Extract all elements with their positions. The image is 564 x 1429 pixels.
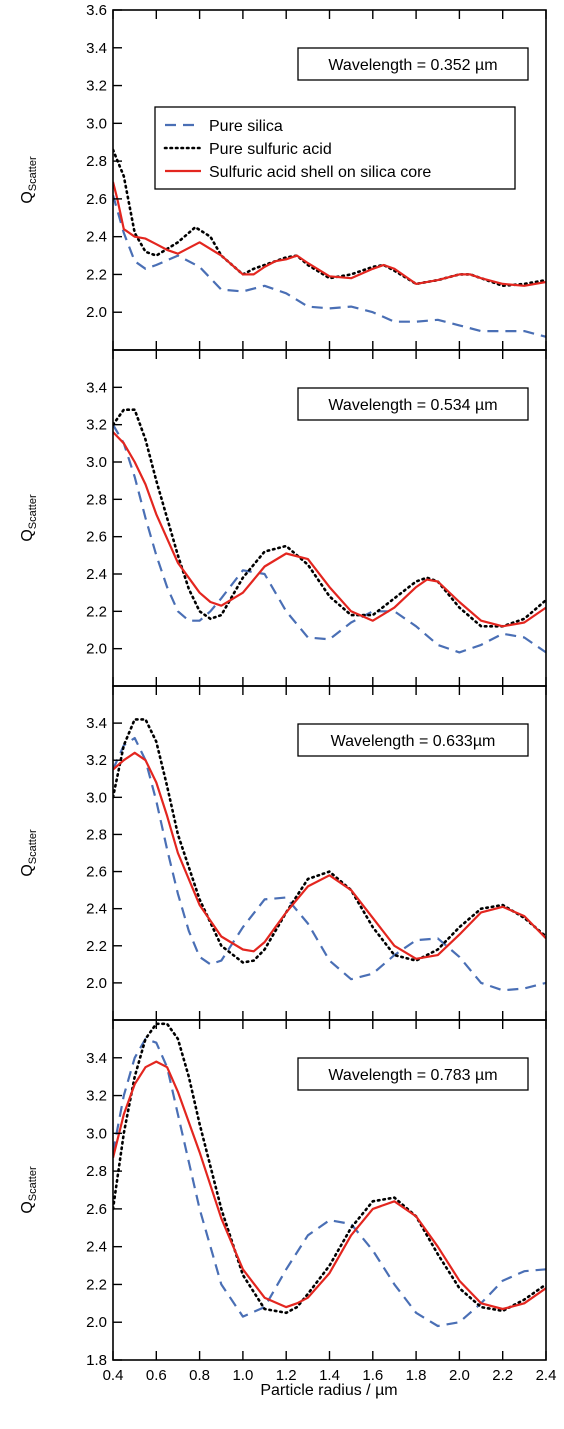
wavelength-box [297, 387, 529, 421]
series-line-3 [113, 751, 546, 960]
y-tick-label: 3.4 [86, 1050, 107, 1067]
series-line-1 [113, 424, 546, 654]
y-axis-title-main: Q [19, 864, 36, 876]
panels: 2.02.22.42.62.83.03.23.43.6QScatterWavel… [19, 2, 547, 1369]
wavelength-box [297, 723, 529, 757]
series-line-1 [113, 194, 546, 338]
y-tick-label: 1.8 [86, 1352, 107, 1369]
x-tick-label: 1.8 [406, 1367, 427, 1384]
y-tick-label: 3.2 [86, 752, 107, 769]
wavelength-label: Wavelength = 0.534 µm [328, 397, 497, 414]
x-tick-label: 0.6 [146, 1367, 167, 1384]
y-tick-label: 2.8 [86, 153, 107, 170]
y-tick-label: 2.2 [86, 603, 107, 620]
y-axis-title-main: Q [19, 529, 36, 541]
x-axis-title: Particle radius / µm [260, 1382, 397, 1399]
y-tick-label: 3.0 [86, 454, 107, 471]
wavelength-label: Wavelength = 0.783 µm [328, 1067, 497, 1084]
y-tick-label: 2.8 [86, 826, 107, 843]
series-line-2 [113, 408, 546, 628]
y-tick-label: 3.4 [86, 40, 107, 57]
y-tick-label: 2.8 [86, 1163, 107, 1180]
wavelength-box [297, 47, 529, 81]
y-tick-label: 2.4 [86, 229, 107, 246]
y-axis-title-sub: Scatter [27, 156, 39, 191]
legend-label-2: Pure sulfuric acid [209, 141, 332, 158]
y-axis-title-main: Q [19, 191, 36, 203]
x-tick-label: 0.4 [103, 1367, 124, 1384]
y-tick-label: 2.6 [86, 864, 107, 881]
y-tick-label: 2.0 [86, 1314, 107, 1331]
y-tick-label: 2.4 [86, 566, 107, 583]
series-line-1 [113, 736, 546, 992]
y-tick-label: 2.0 [86, 975, 107, 992]
x-tick-label: 2.2 [492, 1367, 513, 1384]
legend-label-1: Pure silica [209, 118, 283, 135]
x-tick-label: 1.6 [362, 1367, 383, 1384]
y-tick-label: 2.4 [86, 1239, 107, 1256]
y-tick-label: 2.0 [86, 641, 107, 658]
y-tick-label: 2.2 [86, 266, 107, 283]
y-tick-label: 2.6 [86, 191, 107, 208]
x-axis-tick-labels: 0.4 0.6 0.8 1.0 1.2 1.4 1.6 1.8 2.0 2.2 2.4 [103, 1367, 557, 1384]
y-axis-title-sub: Scatter [27, 494, 39, 529]
series-group [113, 1022, 546, 1328]
x-tick-label: 1.4 [319, 1367, 340, 1384]
panel-1: 2.0 2.2 2.4 2.6 2.8 3.0 3.2 3.4 3.6 QScatter Wavel… [19, 2, 547, 351]
y-axis-title-sub: Scatter [27, 829, 39, 864]
y-axis-title: QScatter [19, 829, 39, 877]
y-axis-title-main: Q [19, 1201, 36, 1213]
wavelength-box [297, 1057, 529, 1091]
x-tick-label: 2.0 [449, 1367, 470, 1384]
panel-3: 2.0 2.2 2.4 2.6 2.8 3.0 3.2 3.4 QScatter Waveleng… [19, 685, 547, 1021]
series-group [113, 718, 546, 992]
y-tick-label: 2.6 [86, 529, 107, 546]
y-tick-label: 2.0 [86, 304, 107, 321]
panel-4: 1.8 2.0 2.2 2.4 2.6 2.8 3.0 3.2 3.4 QScatter Wavel… [19, 1019, 547, 1369]
y-axis-title-sub: Scatter [27, 1166, 39, 1201]
x-tick-label: 1.0 [232, 1367, 253, 1384]
y-tick-label: 2.2 [86, 938, 107, 955]
series-group [113, 148, 546, 338]
series-line-2 [113, 1022, 546, 1315]
legend-box [154, 106, 516, 190]
y-axis-title: QScatter [19, 1166, 39, 1214]
series-group [113, 408, 546, 654]
y-tick-label: 3.0 [86, 789, 107, 806]
wavelength-label: Wavelength = 0.352 µm [328, 57, 497, 74]
series-line-1 [113, 1037, 546, 1328]
y-axis-title: QScatter [19, 156, 39, 204]
wavelength-label: Wavelength = 0.633µm [331, 733, 496, 750]
series-line-3 [113, 181, 546, 287]
y-tick-label: 3.2 [86, 1088, 107, 1105]
y-tick-label: 2.8 [86, 491, 107, 508]
x-tick-label: 0.8 [189, 1367, 210, 1384]
y-tick-label: 2.6 [86, 1201, 107, 1218]
legend-label-3: Sulfuric acid shell on silica core [209, 164, 431, 181]
y-tick-label: 2.4 [86, 901, 107, 918]
y-tick-label: 3.0 [86, 1125, 107, 1142]
series-line-3 [113, 1060, 546, 1311]
y-tick-label: 3.0 [86, 115, 107, 132]
y-tick-label: 2.2 [86, 1276, 107, 1293]
y-tick-label: 3.2 [86, 78, 107, 95]
x-tick-label: 2.4 [536, 1367, 557, 1384]
panel-2: 2.0 2.2 2.4 2.6 2.8 3.0 3.2 3.4 QScatter Waveleng… [19, 349, 547, 687]
series-line-3 [113, 431, 546, 628]
y-tick-label: 3.6 [86, 2, 107, 19]
y-axis-title: QScatter [19, 494, 39, 542]
y-tick-label: 3.4 [86, 715, 107, 732]
x-tick-label: 1.2 [276, 1367, 297, 1384]
y-tick-label: 3.2 [86, 417, 107, 434]
y-tick-label: 3.4 [86, 379, 107, 396]
